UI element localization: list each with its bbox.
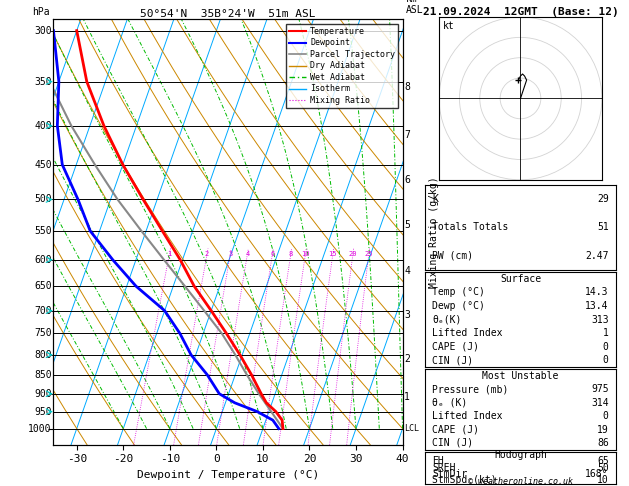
Text: 313: 313 [591, 314, 609, 325]
Text: StmDir: StmDir [432, 469, 467, 479]
Text: 19: 19 [597, 424, 609, 434]
Text: 314: 314 [591, 398, 609, 408]
Text: 50: 50 [597, 463, 609, 473]
Text: Surface: Surface [500, 274, 541, 284]
Text: Most Unstable: Most Unstable [482, 371, 559, 381]
Text: 14.3: 14.3 [585, 287, 609, 297]
Text: 65: 65 [597, 456, 609, 467]
Text: hPa: hPa [33, 7, 50, 17]
Text: 900: 900 [34, 389, 52, 399]
Text: 6: 6 [404, 175, 410, 186]
Text: LCL: LCL [404, 424, 420, 433]
Text: Totals Totals: Totals Totals [432, 222, 509, 232]
Text: 6: 6 [270, 251, 274, 257]
Text: 4: 4 [245, 251, 250, 257]
Text: 800: 800 [34, 350, 52, 360]
Text: 2: 2 [205, 251, 209, 257]
Text: 4: 4 [404, 265, 410, 276]
Text: 975: 975 [591, 384, 609, 395]
Text: 300: 300 [34, 26, 52, 35]
Text: θₑ (K): θₑ (K) [432, 398, 467, 408]
Text: 850: 850 [34, 370, 52, 380]
Text: K: K [432, 194, 438, 204]
Text: 86: 86 [597, 438, 609, 448]
Text: Hodograph: Hodograph [494, 450, 547, 460]
Text: 25: 25 [365, 251, 373, 257]
Text: Temp (°C): Temp (°C) [432, 287, 485, 297]
Text: 0: 0 [603, 411, 609, 421]
Text: 500: 500 [34, 194, 52, 205]
Text: 2: 2 [404, 354, 410, 364]
Text: © weatheronline.co.uk: © weatheronline.co.uk [468, 477, 573, 486]
Text: 8: 8 [289, 251, 293, 257]
Title: 50°54'N  35B°24'W  51m ASL: 50°54'N 35B°24'W 51m ASL [140, 9, 316, 18]
Text: 3: 3 [228, 251, 232, 257]
Text: EH: EH [432, 456, 444, 467]
Text: 1: 1 [167, 251, 172, 257]
Text: 1: 1 [404, 392, 410, 402]
Text: 400: 400 [34, 121, 52, 131]
Text: 7: 7 [404, 130, 410, 139]
Text: Dewp (°C): Dewp (°C) [432, 301, 485, 311]
Text: Mixing Ratio (g/kg): Mixing Ratio (g/kg) [429, 176, 439, 288]
Text: 1000: 1000 [28, 424, 52, 434]
Text: 15: 15 [328, 251, 337, 257]
Text: 21.09.2024  12GMT  (Base: 12): 21.09.2024 12GMT (Base: 12) [423, 7, 618, 17]
Text: Pressure (mb): Pressure (mb) [432, 384, 509, 395]
Text: 51: 51 [597, 222, 609, 232]
Text: 29: 29 [597, 194, 609, 204]
Text: CIN (J): CIN (J) [432, 355, 474, 365]
Text: 5: 5 [404, 220, 410, 230]
Text: 3: 3 [404, 311, 410, 320]
Legend: Temperature, Dewpoint, Parcel Trajectory, Dry Adiabat, Wet Adiabat, Isotherm, Mi: Temperature, Dewpoint, Parcel Trajectory… [286, 24, 398, 108]
Text: 168°: 168° [585, 469, 609, 479]
Text: CIN (J): CIN (J) [432, 438, 474, 448]
Text: 350: 350 [34, 77, 52, 87]
Text: 750: 750 [34, 329, 52, 338]
Text: PW (cm): PW (cm) [432, 251, 474, 260]
Text: 20: 20 [348, 251, 357, 257]
X-axis label: Dewpoint / Temperature (°C): Dewpoint / Temperature (°C) [137, 470, 319, 480]
Text: 0: 0 [603, 355, 609, 365]
Text: 13.4: 13.4 [585, 301, 609, 311]
Text: StmSpd (kt): StmSpd (kt) [432, 475, 497, 486]
Text: 1: 1 [603, 328, 609, 338]
Text: 950: 950 [34, 407, 52, 417]
Text: kt: kt [443, 21, 455, 31]
Text: 550: 550 [34, 226, 52, 236]
Text: Lifted Index: Lifted Index [432, 411, 503, 421]
Text: km
ASL: km ASL [406, 0, 424, 15]
Text: 2.47: 2.47 [585, 251, 609, 260]
Text: Lifted Index: Lifted Index [432, 328, 503, 338]
Text: 0: 0 [603, 342, 609, 352]
Text: 8: 8 [404, 82, 410, 92]
Text: CAPE (J): CAPE (J) [432, 424, 479, 434]
Text: 10: 10 [301, 251, 309, 257]
Text: 600: 600 [34, 255, 52, 265]
Text: SREH: SREH [432, 463, 456, 473]
Text: 10: 10 [597, 475, 609, 486]
Text: 450: 450 [34, 160, 52, 170]
Text: CAPE (J): CAPE (J) [432, 342, 479, 352]
Text: 700: 700 [34, 306, 52, 316]
Text: θₑ(K): θₑ(K) [432, 314, 462, 325]
Text: 650: 650 [34, 281, 52, 291]
